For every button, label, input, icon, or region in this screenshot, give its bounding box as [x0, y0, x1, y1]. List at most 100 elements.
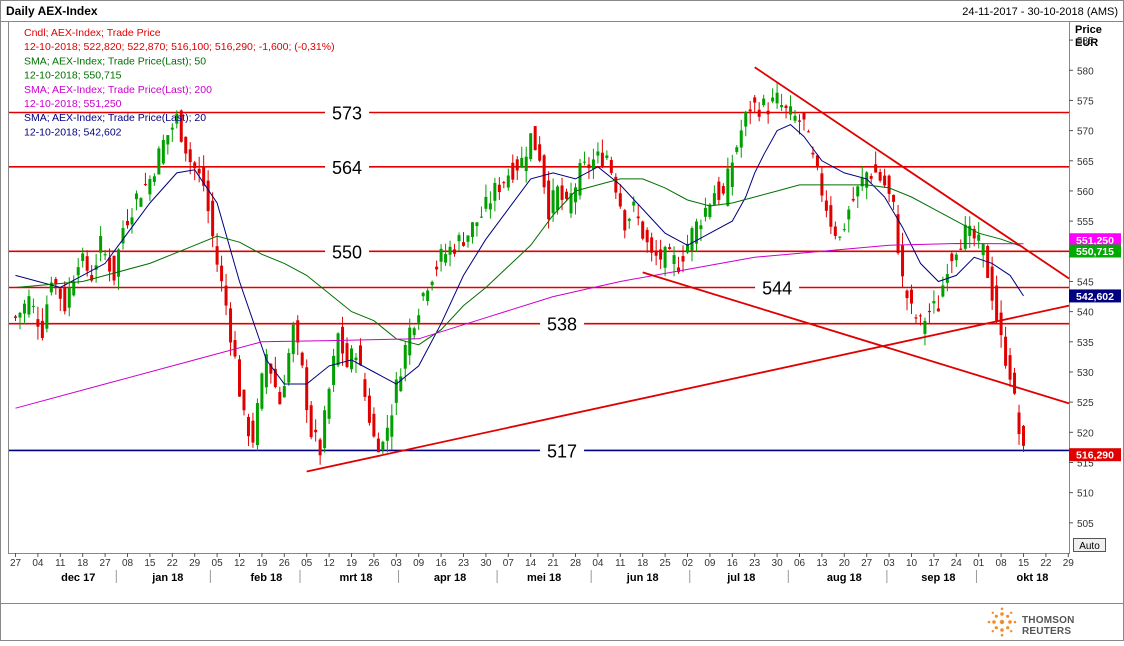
level-label-bg — [325, 156, 370, 177]
candle-body — [963, 224, 967, 249]
candle-body — [914, 317, 918, 319]
candle-body — [650, 237, 654, 253]
candle-body — [511, 162, 515, 180]
candle-body — [636, 216, 640, 219]
candle-body — [220, 265, 224, 282]
candle-body — [798, 120, 801, 122]
x-month-label: sep 18 — [921, 572, 955, 584]
candle-body — [385, 427, 389, 441]
candle-body — [990, 266, 994, 301]
candle-body — [453, 249, 457, 254]
x-tick-label: 22 — [1040, 558, 1052, 569]
candle-body — [538, 144, 542, 161]
legend-line: 12-10-2018; 522,820; 522,870; 516,100; 5… — [24, 41, 335, 53]
candle-body — [1013, 372, 1017, 394]
x-tick-label: 22 — [167, 558, 179, 569]
candle-body — [896, 214, 900, 254]
price-tag-box — [1069, 448, 1121, 462]
candle-body — [211, 200, 215, 237]
candle-body — [18, 312, 22, 318]
candle-body — [412, 328, 416, 336]
candle-body — [686, 243, 689, 253]
candle-body — [179, 110, 183, 142]
y-tick-label: 540 — [1077, 308, 1094, 319]
candle-body — [184, 136, 188, 154]
y-tick-label: 560 — [1077, 187, 1094, 198]
auto-button-box[interactable] — [1073, 538, 1106, 552]
candle-body — [771, 97, 775, 102]
candle-body — [282, 386, 286, 398]
x-tick-label: 06 — [794, 558, 806, 569]
x-tick-label: 11 — [615, 558, 626, 569]
x-tick-label: 15 — [1018, 558, 1030, 569]
legend-line: 12-10-2018; 551,250 — [24, 98, 122, 110]
level-label-538: 538 — [547, 315, 577, 335]
candle-body — [999, 312, 1003, 336]
level-label-layer: 573 564 550 544 538 517 — [325, 102, 800, 461]
candle-body — [726, 168, 730, 206]
x-tick-label: 17 — [928, 558, 940, 569]
x-tick-label: 28 — [570, 558, 582, 569]
candle-body — [811, 152, 815, 155]
candle-body — [744, 112, 748, 127]
candle-body — [233, 340, 237, 357]
candle-body — [614, 176, 618, 193]
candle-body — [367, 395, 371, 423]
candle-body — [475, 222, 479, 227]
candle-body — [694, 221, 698, 244]
candle-body — [793, 115, 797, 121]
candle-body — [542, 155, 546, 188]
candle-body — [609, 160, 613, 173]
candle-body — [910, 289, 913, 304]
candle-body — [892, 194, 896, 202]
candle-body — [314, 429, 318, 433]
auto-button[interactable]: Auto — [1073, 538, 1106, 553]
candle-body — [296, 320, 300, 343]
candle-body — [399, 376, 403, 392]
x-month-label: jan 18 — [151, 572, 183, 584]
support-resistance-layer — [9, 111, 1069, 452]
candle-body — [358, 345, 362, 366]
x-tick-label: 03 — [391, 558, 403, 569]
legend-line: 12-10-2018; 542,602 — [24, 126, 122, 138]
candle-body — [815, 155, 819, 167]
candle-body — [202, 167, 206, 186]
candle-body — [229, 308, 233, 343]
candle-body — [170, 127, 174, 130]
x-tick-label: 18 — [637, 558, 649, 569]
y-tick-label: 515 — [1077, 458, 1094, 469]
candle-body — [251, 420, 255, 443]
candle-body — [506, 175, 510, 188]
candle-body — [847, 209, 851, 220]
candle-body — [36, 319, 40, 327]
x-tick-label: 01 — [973, 558, 985, 569]
candle-body — [372, 413, 376, 437]
sma-line — [15, 242, 1024, 409]
level-label-573: 573 — [332, 104, 362, 124]
candle-body — [757, 109, 761, 117]
candle-body — [766, 110, 770, 115]
candle-body — [430, 281, 434, 286]
candle-body — [905, 290, 909, 299]
candle-body — [121, 228, 125, 244]
candle-body — [995, 285, 999, 321]
x-tick-label: 08 — [996, 558, 1008, 569]
plot-area — [8, 21, 1070, 554]
candle-body — [529, 133, 533, 160]
auto-button-label[interactable]: Auto — [1079, 541, 1100, 552]
trendline — [306, 304, 1070, 473]
x-tick-label: 23 — [749, 558, 761, 569]
x-tick-label: 25 — [660, 558, 672, 569]
candle-body — [533, 126, 537, 151]
candle-body — [269, 363, 273, 374]
candle-body — [260, 373, 264, 409]
candle-body — [600, 152, 604, 167]
candle-body — [363, 379, 367, 397]
level-label-bg — [540, 313, 585, 334]
candle-body — [605, 155, 609, 159]
candle-body — [99, 235, 103, 253]
sma-line — [15, 124, 1024, 385]
candle-body — [838, 236, 842, 238]
